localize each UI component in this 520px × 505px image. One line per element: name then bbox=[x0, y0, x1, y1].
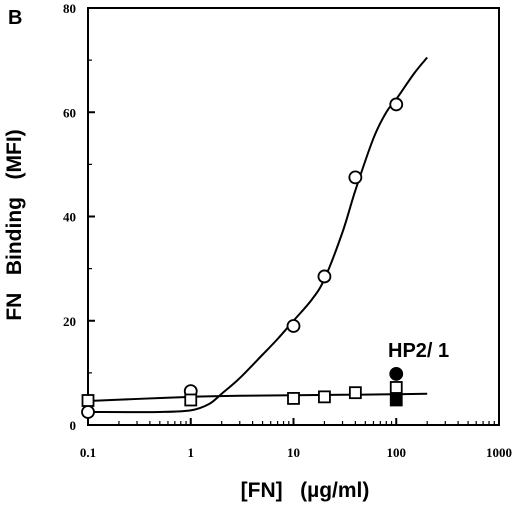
y-tick-label: 60 bbox=[63, 105, 76, 120]
filled-circle-point bbox=[389, 367, 404, 381]
open-circle-point bbox=[348, 170, 363, 185]
x-tick-label: 10 bbox=[287, 445, 300, 460]
fit-curve-series-2 bbox=[87, 392, 428, 403]
filled-square-point bbox=[389, 393, 403, 407]
fit-curve-series-1 bbox=[87, 56, 428, 414]
y-tick-label: 20 bbox=[63, 314, 76, 329]
open-square-point bbox=[389, 381, 403, 394]
ticks: 0.1 1 10 100 1000 0 20 40 60 80 bbox=[63, 1, 512, 460]
y-axis-label: FN Binding (MFI) bbox=[3, 129, 26, 320]
panel-label: B bbox=[8, 7, 22, 29]
x-tick-label: 1 bbox=[188, 445, 195, 460]
hp2-1-annotation: HP2/ 1 bbox=[388, 340, 449, 362]
x-tick-label: 0.1 bbox=[80, 445, 96, 460]
open-square-point bbox=[287, 392, 300, 405]
open-circle-point bbox=[317, 269, 332, 284]
axes bbox=[87, 7, 500, 426]
open-circle-point bbox=[81, 405, 95, 419]
open-square-point bbox=[81, 394, 95, 407]
x-axis-label: [FN] (µg/ml) bbox=[241, 479, 370, 502]
data-points bbox=[81, 97, 404, 419]
y-tick-label: 40 bbox=[63, 210, 76, 225]
open-square-point bbox=[184, 393, 198, 407]
fit-curves bbox=[87, 56, 428, 414]
y-tick-label: 0 bbox=[70, 418, 77, 433]
open-circle-point bbox=[286, 319, 301, 333]
open-circle-point bbox=[389, 97, 404, 112]
plot-frame bbox=[87, 7, 500, 426]
x-tick-label: 100 bbox=[387, 445, 407, 460]
x-tick-label: 1000 bbox=[486, 445, 512, 460]
y-tick-label: 80 bbox=[63, 1, 76, 16]
open-square-point bbox=[318, 390, 331, 404]
open-square-point bbox=[348, 386, 362, 400]
